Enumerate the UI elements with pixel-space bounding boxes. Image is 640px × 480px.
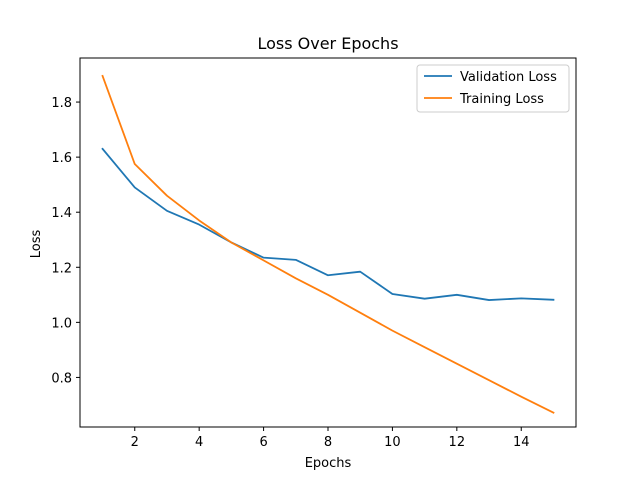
chart-title: Loss Over Epochs	[257, 34, 398, 53]
y-tick-label: 1.8	[51, 96, 72, 111]
x-axis-title: Epochs	[305, 456, 352, 471]
series-line-1	[101, 147, 555, 301]
y-tick-label: 1.4	[51, 206, 72, 221]
y-tick-label: 0.8	[51, 371, 72, 386]
axes: 2 4 6 8 10 12 14 0.8 1.0 1.2 1.4 1.6 1.8	[51, 57, 577, 450]
legend-box	[416, 64, 570, 113]
y-tick-label: 1.2	[51, 261, 72, 276]
legend-label-1: Validation Loss	[460, 70, 557, 85]
y-tick-label: 1.0	[51, 316, 72, 331]
y-tick-label: 1.6	[51, 151, 72, 166]
legend: Validation Loss Training Loss	[416, 64, 570, 113]
x-tick-label: 4	[195, 435, 203, 450]
x-tick-label: 6	[259, 435, 267, 450]
series-line-2	[101, 74, 555, 414]
plot-area	[101, 74, 555, 414]
x-tick-label: 12	[449, 435, 466, 450]
x-tick-label: 2	[131, 435, 139, 450]
y-axis-title: Loss	[29, 230, 44, 259]
x-tick-label: 14	[513, 435, 530, 450]
legend-label-2: Training Loss	[459, 92, 544, 107]
x-tick-label: 8	[324, 435, 332, 450]
x-tick-label: 10	[384, 435, 401, 450]
